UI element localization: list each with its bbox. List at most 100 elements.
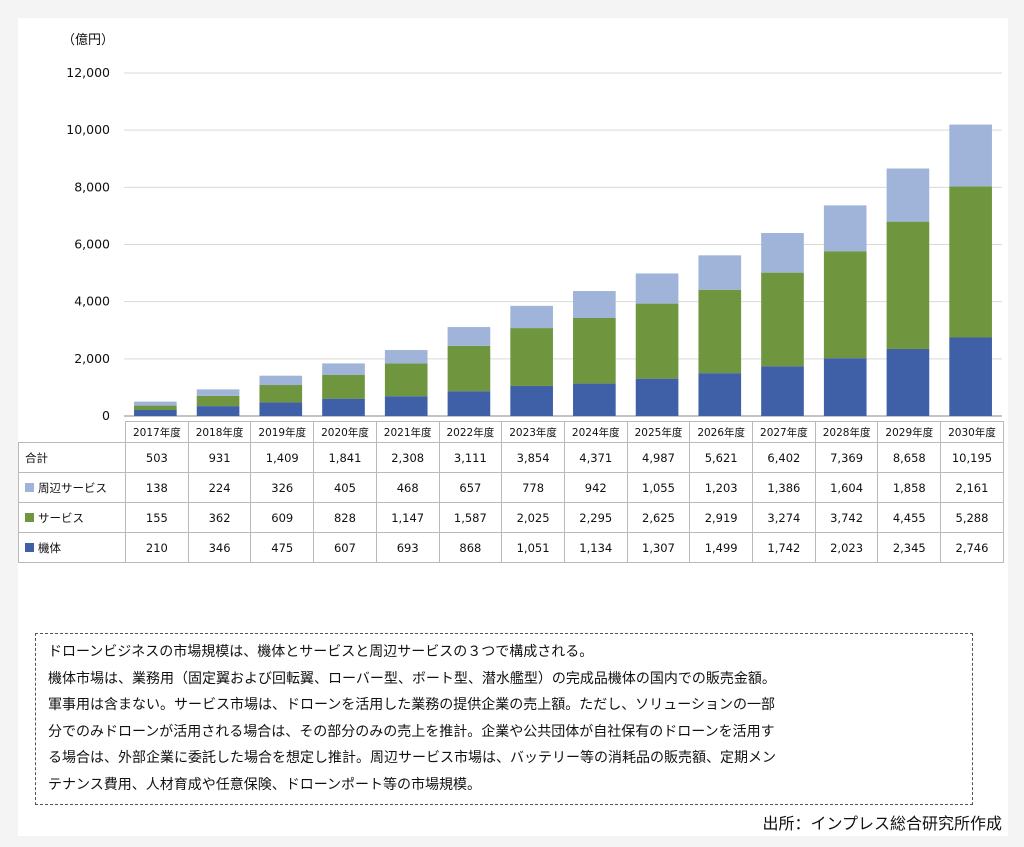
table-cell: 1,858 <box>877 472 942 503</box>
bar-機体-2024年度 <box>573 383 616 416</box>
bar-機体-2022年度 <box>447 391 491 416</box>
table-cell: 1,604 <box>814 472 879 503</box>
y-tick-label: 0 <box>102 408 110 420</box>
bar-周辺サービス-2026年度 <box>698 255 742 290</box>
table-cell: 468 <box>375 472 440 503</box>
bar-サービス-2026年度 <box>698 289 742 374</box>
table-cell: 5,288 <box>940 502 1004 533</box>
bar-周辺サービス-2017年度 <box>134 401 177 406</box>
table-cell: 475 <box>250 532 315 563</box>
table-cell: 4,371 <box>563 442 628 473</box>
category-label: 2026年度 <box>689 421 754 443</box>
bar-サービス-2021年度 <box>384 363 428 397</box>
y-tick-label: 8,000 <box>74 179 110 194</box>
table-cell: 2,345 <box>877 532 942 563</box>
table-cell: 6,402 <box>752 442 816 473</box>
table-cell: 1,307 <box>626 532 691 563</box>
note-line: 分でのみドローンが活用される場合は、その部分のみの売上を推計。企業や公共団体が自… <box>48 723 775 740</box>
table-cell: 2,023 <box>814 532 879 563</box>
table-cell: 868 <box>438 532 503 563</box>
bar-周辺サービス-2019年度 <box>259 375 303 386</box>
note-line: ドローンビジネスの市場規模は、機体とサービスと周辺サービスの３つで構成される。 <box>48 644 594 660</box>
table-cell: 2,025 <box>501 502 565 533</box>
table-cell: 3,854 <box>501 442 565 473</box>
table-cell: 1,499 <box>689 532 754 563</box>
table-cell: 1,147 <box>375 502 440 533</box>
bar-周辺サービス-2030年度 <box>949 124 992 187</box>
category-label: 2017年度 <box>125 421 189 443</box>
bar-周辺サービス-2027年度 <box>761 233 804 273</box>
note-line: 軍事用は含まない。サービス市場は、ドローンを活用した業務の提供企業の売上額。ただ… <box>48 697 776 713</box>
y-axis-unit-label: （億円） <box>62 33 115 48</box>
table-cell: 2,295 <box>563 502 628 533</box>
data-table: 2017年度 2018年度 2019年度 2020年度 2021年度 2022年度 2023… <box>18 421 1004 563</box>
bar-周辺サービス-2025年度 <box>635 273 679 304</box>
category-label: 2019年度 <box>250 421 315 443</box>
y-tick-label: 6,000 <box>74 237 110 252</box>
table-cell: 1,386 <box>752 472 816 503</box>
row-label: 周辺サービス <box>18 472 126 503</box>
category-label: 2030年度 <box>940 421 1004 443</box>
table-header-row: 2017年度 2018年度 2019年度 2020年度 2021年度 2022年度 2023… <box>18 421 1004 443</box>
y-tick-label: 4,000 <box>74 294 110 309</box>
category-label: 2018年度 <box>187 421 252 443</box>
table-cell: 2,746 <box>940 532 1004 563</box>
table-cell: 2,308 <box>375 442 440 473</box>
legend-swatch <box>25 482 34 492</box>
bar-機体-2030年度 <box>949 337 992 416</box>
bar-周辺サービス-2021年度 <box>384 350 428 364</box>
stacked-bar-chart: 0 2,000 4,000 6,000 8,000 10,000 12,000 <box>66 65 1002 420</box>
category-label: 2024年度 <box>563 421 628 443</box>
bar-サービス-2024年度 <box>573 317 616 384</box>
table-row: サービス 155 362 609 828 1,147 1,587 2,025 2,295 2,62… <box>18 502 1004 533</box>
category-label: 2025年度 <box>626 421 691 443</box>
y-tick-label: 10,000 <box>66 122 110 137</box>
table-cell: 607 <box>313 532 377 563</box>
table-cell: 1,742 <box>752 532 816 563</box>
row-label: サービス <box>18 502 126 533</box>
table-cell: 2,919 <box>689 502 754 533</box>
table-cell: 503 <box>125 442 189 473</box>
bar-機体-2027年度 <box>761 366 804 416</box>
bar-周辺サービス-2020年度 <box>322 363 365 375</box>
category-label: 2022年度 <box>438 421 503 443</box>
bar-サービス-2022年度 <box>447 345 491 392</box>
table-cell: 931 <box>187 442 252 473</box>
table-cell: 3,274 <box>752 502 816 533</box>
bar-機体-2018年度 <box>196 406 240 416</box>
row-label: 合計 <box>18 442 126 473</box>
category-label: 2021年度 <box>375 421 440 443</box>
table-cell: 155 <box>125 502 189 533</box>
bar-機体-2019年度 <box>259 402 303 416</box>
table-cell: 405 <box>313 472 377 503</box>
table-cell: 1,134 <box>563 532 628 563</box>
row-label-text: 機体 <box>38 540 61 555</box>
row-label-text: 周辺サービス <box>38 480 107 495</box>
table-cell: 1,587 <box>438 502 503 533</box>
table-cell: 2,625 <box>626 502 691 533</box>
table-cell: 1,841 <box>313 442 377 473</box>
legend-swatch <box>25 512 34 522</box>
bar-機体-2025年度 <box>635 378 679 416</box>
table-cell: 1,051 <box>501 532 565 563</box>
bar-サービス-2019年度 <box>259 385 303 403</box>
table-cell: 942 <box>563 472 628 503</box>
table-cell: 609 <box>250 502 315 533</box>
y-tick-label: 2,000 <box>74 351 110 366</box>
category-label: 2027年度 <box>752 421 816 443</box>
bar-機体-2029年度 <box>886 348 930 416</box>
bar-機体-2023年度 <box>510 385 553 416</box>
category-label: 2028年度 <box>814 421 879 443</box>
bar-周辺サービス-2028年度 <box>823 205 867 252</box>
bar-サービス-2023年度 <box>510 328 553 386</box>
table-cell: 8,658 <box>877 442 942 473</box>
category-label: 2023年度 <box>501 421 565 443</box>
table-cell: 326 <box>250 472 315 503</box>
table-corner <box>18 421 126 443</box>
table-cell: 346 <box>187 532 252 563</box>
table-cell: 4,455 <box>877 502 942 533</box>
table-row: 周辺サービス 138 224 326 405 468 657 778 942 1,055 1,203… <box>18 472 1004 503</box>
table-cell: 828 <box>313 502 377 533</box>
table-row: 機体 210 346 475 607 693 868 1,051 1,134 1,307 1,499… <box>18 532 1004 563</box>
note-line: 機体市場は、業務用（固定翼および回転翼、ローバー型、ボート型、潜水艦型）の完成品… <box>48 670 776 687</box>
